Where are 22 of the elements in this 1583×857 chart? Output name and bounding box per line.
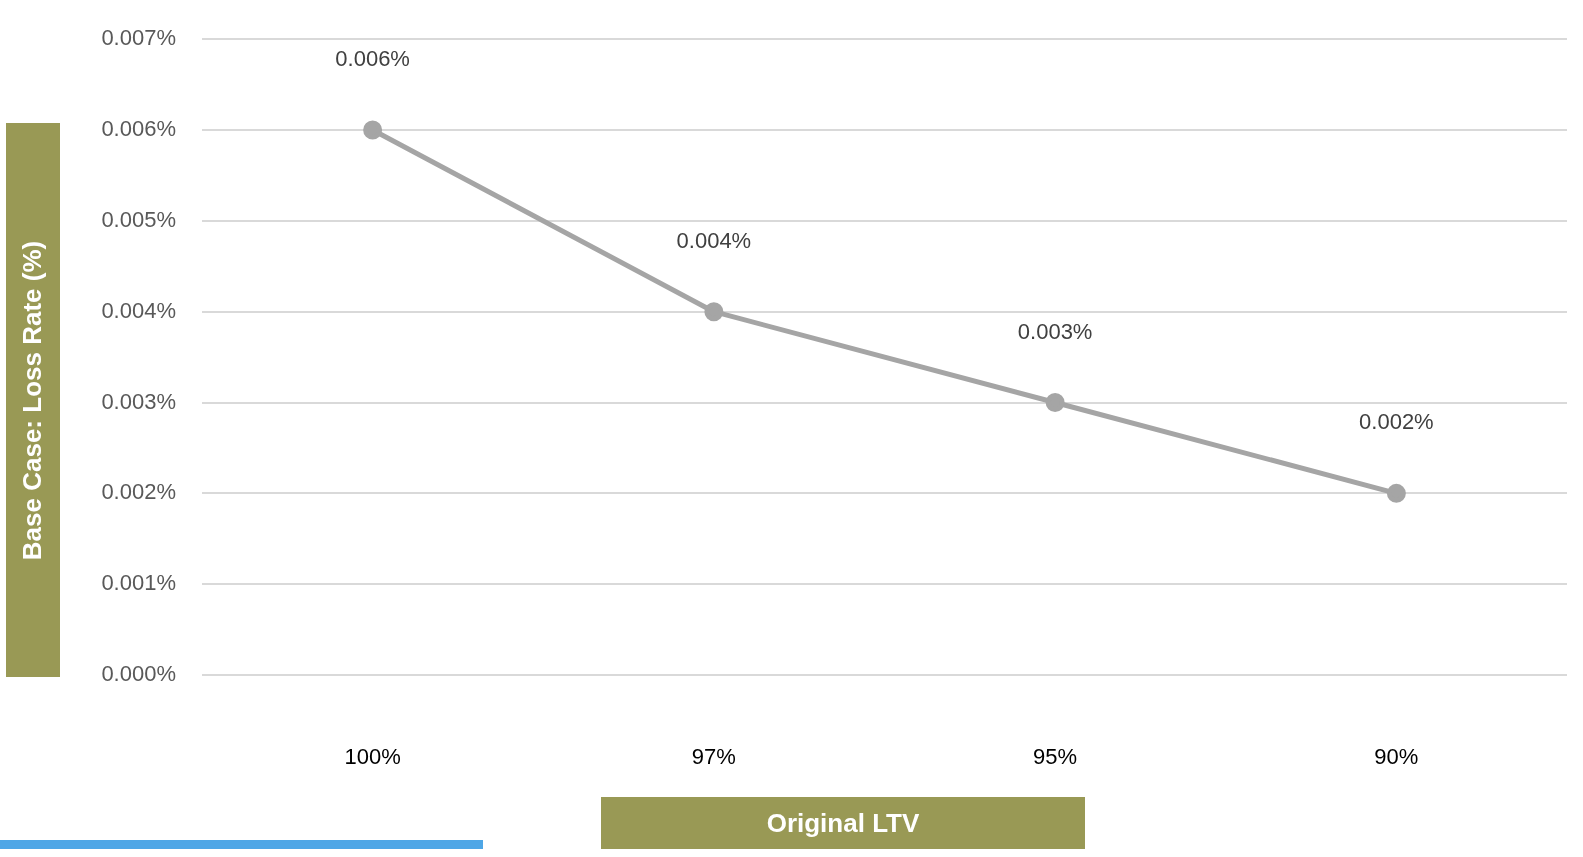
- point: [363, 120, 383, 140]
- data-label: 0.003%: [1017, 318, 1093, 344]
- data-label: 0.006%: [335, 46, 410, 72]
- y-axis-title: Base Case: Loss Rate (%): [17, 240, 49, 560]
- data-label: 0.004%: [676, 227, 752, 253]
- point: [704, 302, 724, 322]
- x-axis-title: Original LTV: [601, 797, 1085, 849]
- y-tick-label: 0.003%: [101, 388, 176, 414]
- y-tick-label: 0.000%: [101, 661, 176, 687]
- x-tick-label: 95%: [1033, 744, 1078, 770]
- x-tick-label: 90%: [1374, 744, 1419, 770]
- point: [1386, 483, 1406, 503]
- y-tick-label: 0.005%: [101, 206, 176, 232]
- x-tick-label: 97%: [691, 744, 736, 770]
- y-tick-label: 0.002%: [101, 479, 176, 505]
- y-tick-label: 0.006%: [101, 116, 176, 142]
- x-tick-label: 100%: [344, 744, 401, 770]
- data-label: 0.002%: [1359, 409, 1434, 435]
- y-tick-label: 0.001%: [101, 570, 176, 596]
- y-tick-label: 0.004%: [101, 297, 176, 323]
- point: [1045, 393, 1065, 413]
- y-tick-label: 0.007%: [101, 25, 176, 51]
